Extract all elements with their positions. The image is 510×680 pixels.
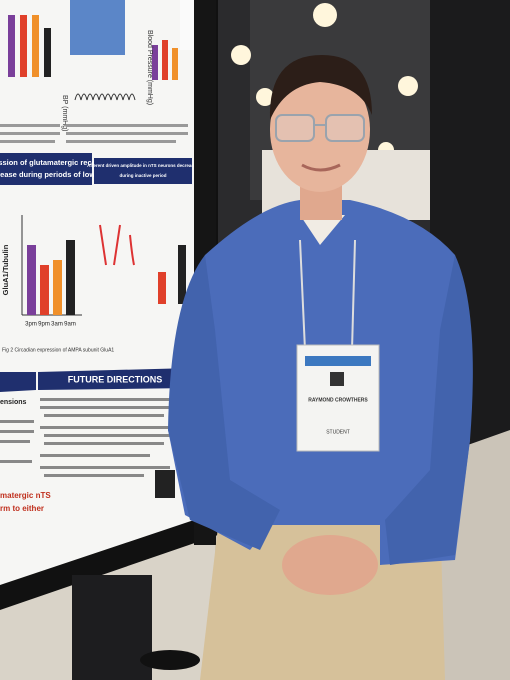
glasses: [275, 114, 365, 142]
section-band: [38, 368, 192, 390]
poster-photo: [70, 0, 125, 55]
left-fragment: ensions: [0, 399, 27, 406]
x-label: 3pm: [25, 322, 37, 328]
side-heading: Afferent driven amplitude in nTS neurons…: [87, 163, 199, 168]
left-band: [0, 372, 36, 392]
shoe: [140, 650, 200, 670]
left-fragment: rm to either: [0, 504, 44, 513]
badge-role: STUDENT: [326, 429, 350, 435]
x-label: 3am: [51, 322, 63, 328]
left-fragment: matergic nTS: [0, 491, 51, 500]
traces: [99, 224, 135, 266]
poster-top-chart: [8, 15, 178, 80]
badge-logo: [305, 356, 371, 366]
background-legs: [72, 575, 152, 680]
side-heading-band: [94, 158, 192, 184]
right-arm: [385, 255, 473, 565]
hands: [282, 535, 378, 595]
x-label: 9am: [64, 322, 76, 328]
bp-trace-label: BP (mmHg): [61, 95, 68, 131]
undershirt: [300, 215, 345, 245]
side-heading: during inactive period: [119, 173, 166, 178]
poster: [0, 0, 194, 585]
left-arm: [168, 255, 280, 550]
qr-code: [155, 470, 175, 498]
bp-axis-label: Blood Pressure (mmHg): [146, 30, 153, 105]
section-heading: FUTURE DIRECTIONS: [68, 374, 163, 384]
face: [270, 68, 370, 192]
future-text-lines: [0, 398, 180, 477]
poster-text-lines: [0, 124, 188, 143]
heading: decrease during periods of low BP: [0, 170, 108, 179]
hair: [269, 55, 372, 120]
heading: Expression of glutamatergic receptors: [0, 158, 115, 167]
x-labels: 3pm 9pm 3am 9am: [25, 322, 76, 328]
glua1-chart: [21, 215, 186, 316]
bp-trace: [74, 93, 136, 101]
smile: [301, 163, 341, 172]
figure-caption: Fig 2 Circadian expression of AMPA subun…: [2, 347, 114, 353]
heading-band: [0, 153, 92, 185]
y-axis-label: GluA1/Tubulin: [1, 244, 10, 295]
badge-qr: [330, 372, 344, 386]
badge-name: RAYMOND CROWTHERS: [308, 397, 368, 403]
x-label: 9pm: [38, 322, 50, 328]
lanyard: [299, 239, 356, 351]
